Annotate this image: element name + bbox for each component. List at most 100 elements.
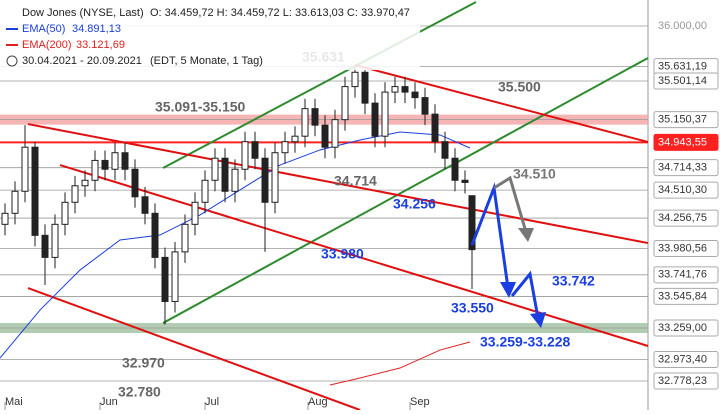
candle-body	[468, 195, 476, 251]
forecast-arrows	[470, 175, 546, 328]
candle-body	[81, 179, 89, 187]
candle-body	[1, 212, 9, 225]
candle-body	[451, 157, 459, 181]
candle-body	[211, 157, 219, 181]
ema-line	[0, 131, 471, 359]
candle-body	[351, 71, 359, 88]
x-tick-label: Sep	[410, 396, 430, 408]
candle-body	[441, 141, 449, 159]
annotation: 32.970	[122, 355, 165, 371]
trendline	[27, 287, 361, 411]
annotation: 35.500	[498, 79, 541, 95]
title: Dow Jones (NYSE, Last)	[22, 7, 144, 19]
candle-body	[171, 251, 179, 302]
gray-arrow	[493, 175, 528, 233]
x-tick-label: Jun	[100, 396, 118, 408]
y-tick-label: 33.259,00	[658, 322, 707, 334]
y-tick-label: 35.150,37	[658, 114, 707, 126]
candle-body	[391, 86, 399, 93]
period: 30.04.2021 - 20.09.2021	[22, 55, 142, 67]
y-tick-label: 34.943,55	[658, 136, 707, 148]
candle-body	[261, 157, 269, 203]
annotation: 34.510	[513, 166, 556, 182]
candle-body	[401, 86, 409, 93]
candle-body	[101, 159, 109, 170]
x-tick-label: Mai	[5, 396, 23, 408]
trendline	[162, 57, 649, 324]
tick-box	[653, 319, 719, 337]
y-tick-label: 32.973,40	[658, 353, 707, 365]
trendline	[27, 123, 649, 245]
candle-body	[341, 86, 349, 121]
arrowhead	[518, 228, 534, 242]
candle-body	[131, 168, 139, 198]
candle-body	[91, 159, 99, 181]
candle-body	[181, 223, 189, 253]
candle-body	[421, 97, 429, 115]
blue-arrow	[510, 270, 540, 319]
tick-box	[653, 72, 719, 90]
x-tick-label: Jul	[205, 396, 219, 408]
y-tick-label: 34.714,33	[658, 162, 707, 174]
legend-label: EMA(50)	[22, 23, 65, 35]
x-tick-label: Aug	[308, 396, 328, 408]
period-note: (EDT, 5 Monate, 1 Tag)	[150, 55, 263, 67]
legend-value: 33.121,69	[76, 39, 125, 51]
candle-body	[271, 152, 279, 203]
tick-box	[653, 266, 719, 284]
y-tick-label: 35.631,19	[658, 61, 707, 73]
candle-body	[281, 141, 289, 154]
arrowhead	[500, 282, 516, 298]
tick-box	[653, 133, 719, 151]
legend-bg	[0, 0, 420, 70]
candle-body	[431, 113, 439, 143]
trendlines	[0, 1, 649, 411]
annotation: 33.550	[451, 300, 494, 316]
candle-body	[321, 124, 329, 148]
candle-body	[21, 146, 29, 192]
candles	[1, 66, 476, 325]
candle-body	[71, 185, 79, 203]
trendline	[354, 64, 649, 143]
candle-body	[331, 119, 339, 148]
legend: Dow Jones (NYSE, Last) O: 34.459,72 H: 3…	[0, 0, 420, 70]
candle-body	[221, 157, 229, 192]
tick-box	[653, 287, 719, 305]
arrowhead	[530, 312, 546, 328]
tick-box	[653, 181, 719, 199]
candle-body	[311, 108, 319, 126]
candle-body	[411, 91, 419, 99]
candle-body	[31, 146, 39, 236]
annotation: 34.256	[393, 196, 436, 212]
y-axis: 36.000,00 35.631,19 35.501,14 35.150,37 34.9…	[5, 20, 719, 408]
legend-label: EMA(200)	[22, 39, 72, 51]
annotation: 32.780	[118, 384, 161, 400]
y-tick-label: 33.741,76	[658, 269, 707, 281]
tick-box	[653, 240, 719, 258]
candle-body	[301, 108, 309, 137]
candle-body	[381, 91, 389, 137]
candle-body	[121, 152, 129, 170]
candle-body	[371, 102, 379, 137]
clock-icon	[6, 55, 18, 67]
tick-box	[653, 111, 719, 129]
annotation: 33.259-33.228	[480, 334, 571, 350]
candle-body	[61, 201, 69, 225]
tick-box	[653, 350, 719, 368]
candle-body	[231, 168, 239, 192]
candle-body	[191, 201, 199, 225]
annotation: 35.091-35.150	[155, 99, 246, 115]
candle-body	[461, 179, 469, 183]
y-tick-label: 33.545,84	[658, 290, 707, 302]
y-tick-label: 35.501,14	[658, 75, 707, 87]
candle-body	[51, 223, 59, 258]
y-tick-label: 33.980,56	[658, 242, 707, 254]
candle-body	[251, 141, 259, 159]
candle-body	[151, 212, 159, 258]
ema-line	[329, 341, 471, 386]
candle-body	[141, 196, 149, 214]
candle-body	[201, 179, 209, 203]
candle-body	[11, 190, 19, 214]
tick-box	[653, 159, 719, 177]
